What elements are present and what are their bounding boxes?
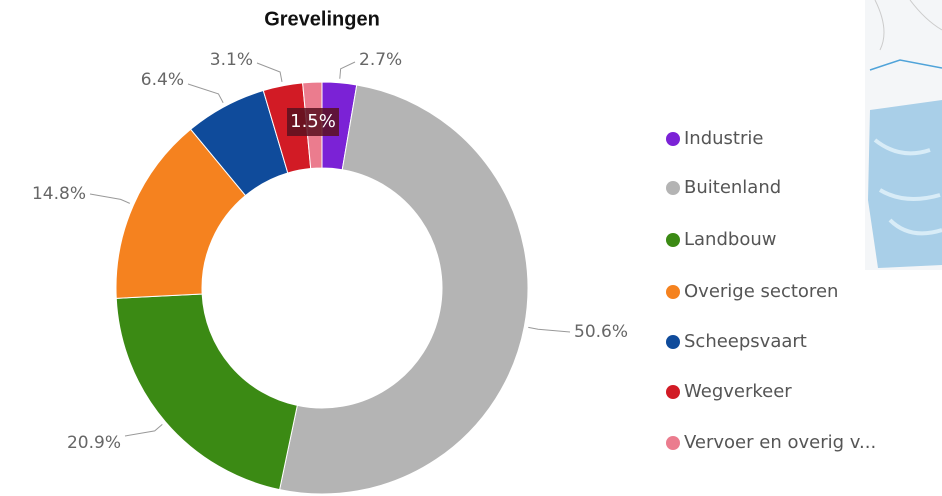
legend-label: Overige sectoren (684, 281, 838, 302)
leader-line (90, 194, 130, 203)
leader-line (340, 62, 355, 79)
legend-marker (666, 335, 680, 349)
legend-marker (666, 181, 680, 195)
leader-line (125, 424, 162, 436)
map-fragment (865, 0, 942, 270)
legend-label: Industrie (684, 128, 763, 149)
data-label: 1.5% (290, 111, 336, 132)
leader-line (257, 63, 282, 82)
data-label: 14.8% (32, 184, 86, 204)
legend-marker (666, 233, 680, 247)
legend-label: Landbouw (684, 229, 776, 250)
legend-label: Vervoer en overig v... (684, 432, 876, 453)
legend-marker (666, 436, 680, 450)
chart-title: Grevelingen (264, 8, 380, 30)
data-label: 6.4% (141, 70, 184, 90)
legend-label: Wegverkeer (684, 381, 792, 402)
data-label: 2.7% (359, 50, 402, 70)
donut-slice (116, 294, 297, 490)
leader-line (188, 84, 223, 103)
data-label: 20.9% (67, 433, 121, 453)
data-label: 3.1% (210, 50, 253, 70)
chart: Grevelingen 2.7% 50.6% 20.9% 14.8% 6.4% 3.1% 1… (0, 0, 942, 496)
data-label: 50.6% (574, 322, 628, 342)
legend-marker (666, 285, 680, 299)
legend-label: Scheepsvaart (684, 331, 807, 352)
leader-line (528, 327, 570, 332)
legend-label: Buitenland (684, 177, 781, 198)
legend-marker (666, 132, 680, 146)
legend-marker (666, 385, 680, 399)
